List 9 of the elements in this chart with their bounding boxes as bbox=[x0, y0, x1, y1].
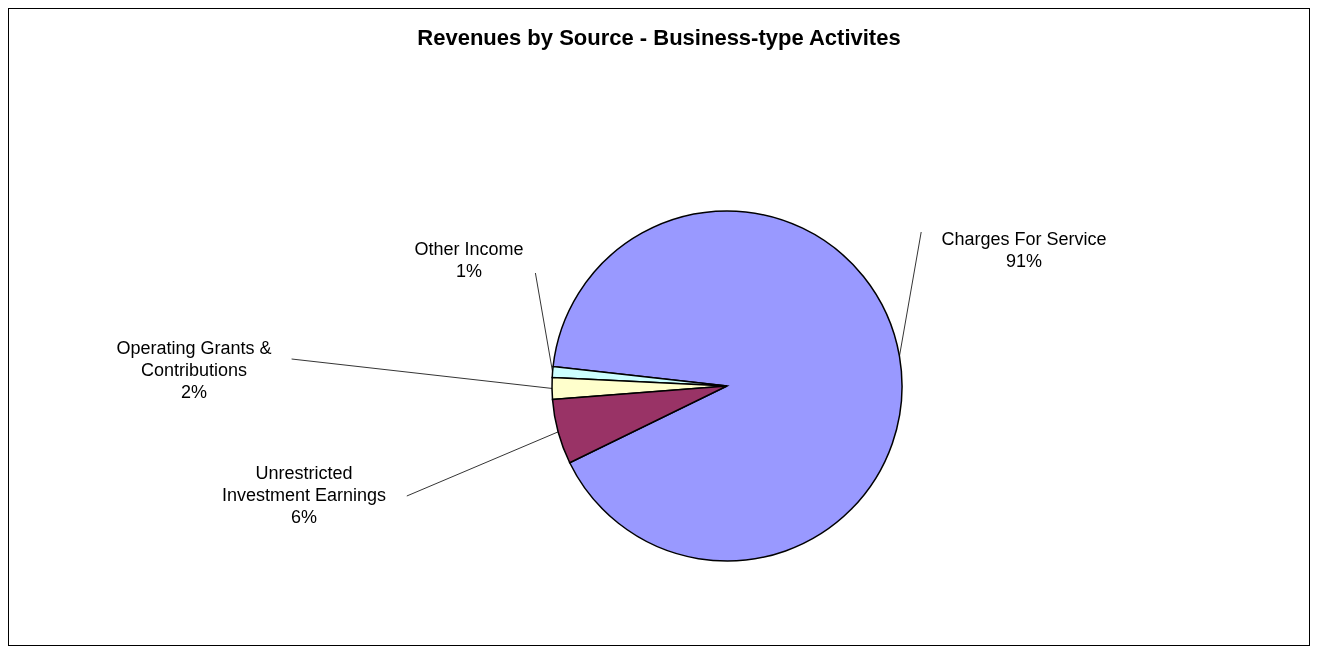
data-label: 1% bbox=[455, 260, 483, 281]
slice-label: Unrestricted Investment Earnings bbox=[221, 462, 387, 505]
data-label: 91% bbox=[1005, 250, 1043, 271]
slice-label: Operating Grants & Contributions bbox=[116, 337, 272, 380]
data-label: 6% bbox=[290, 506, 318, 527]
slice-label: Charges For Service bbox=[941, 228, 1107, 249]
data-label: 2% bbox=[180, 381, 208, 402]
chart-title: Revenues by Source - Business-type Activites bbox=[416, 25, 902, 51]
slice-label: Other Income bbox=[414, 238, 524, 259]
